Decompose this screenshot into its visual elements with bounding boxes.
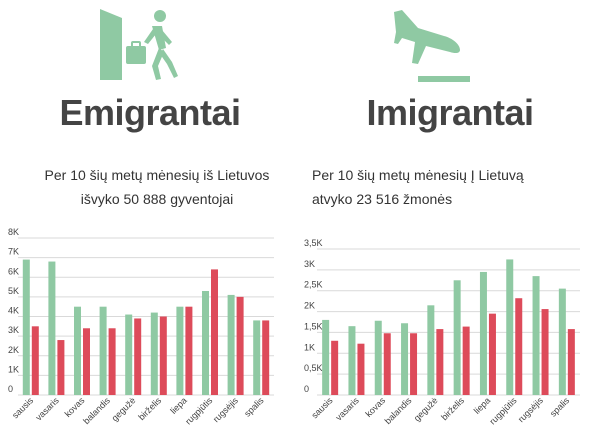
bar-series-2 xyxy=(57,340,65,395)
emigrants-panel: Emigrantai Per 10 šių metų mėnesių iš Li… xyxy=(8,9,292,426)
bar-series-1 xyxy=(176,306,184,395)
bar-series-1 xyxy=(125,314,133,395)
emigrants-title: Emigrantai xyxy=(59,92,241,133)
y-tick-label: 6K xyxy=(8,266,19,276)
bar-series-2 xyxy=(83,328,90,395)
bar-series-2 xyxy=(515,298,523,395)
x-tick-label: birželis xyxy=(439,395,466,422)
x-tick-label: rugsėjis xyxy=(516,395,545,424)
y-tick-label: 3K xyxy=(304,259,315,269)
bar-series-2 xyxy=(488,313,496,395)
bar-series-1 xyxy=(374,320,382,395)
x-tick-label: vasaris xyxy=(334,395,362,423)
bar-series-2 xyxy=(211,269,218,395)
bar-series-1 xyxy=(150,312,158,395)
bar-series-1 xyxy=(48,261,56,395)
immigrants-subtitle-line1: Per 10 šių metų mėnesių Į Lietuvą xyxy=(312,167,524,183)
bar-series-1 xyxy=(74,306,81,395)
immigrants-subtitle: Per 10 šių metų mėnesių Į Lietuvą atvyko… xyxy=(312,163,592,211)
bar-series-1 xyxy=(227,294,235,395)
bar-series-2 xyxy=(357,343,365,395)
x-tick-label: rugpjūtis xyxy=(183,395,214,426)
x-tick-label: liepa xyxy=(168,395,189,416)
immigrants-title: Imigrantai xyxy=(366,92,534,133)
y-tick-label: 0,5K xyxy=(304,363,323,373)
bar-series-2 xyxy=(108,328,116,395)
emigrants-subtitle-line1: Per 10 šių metų mėnesių iš Lietuvos xyxy=(44,167,270,183)
y-tick-label: 1K xyxy=(8,364,19,374)
x-tick-label: spalis xyxy=(548,395,572,419)
x-tick-label: sausis xyxy=(10,395,35,420)
x-tick-label: spalis xyxy=(242,395,266,419)
bar-series-2 xyxy=(462,326,470,395)
y-tick-label: 3K xyxy=(8,325,19,335)
x-tick-label: rugsėjis xyxy=(211,395,240,424)
bar-series-2 xyxy=(541,309,549,395)
y-tick-label: 5K xyxy=(8,286,19,296)
bar-series-2 xyxy=(262,320,270,395)
y-tick-label: 2K xyxy=(8,345,19,355)
bar-series-2 xyxy=(436,329,444,395)
x-tick-label: birželis xyxy=(136,395,163,422)
bar-series-1 xyxy=(558,288,566,395)
y-tick-label: 8K xyxy=(8,228,19,237)
immigrants-bar-chart: 0 0,5K 1K 1,5K 2K 2,5K 3K 3,5K sausis vasaris kova… xyxy=(304,238,580,426)
bar-series-2 xyxy=(31,326,39,395)
bar-series-2 xyxy=(159,316,167,395)
person-leaving-door-icon xyxy=(100,9,178,80)
bar-series-2 xyxy=(236,296,244,395)
bar-series-1 xyxy=(322,319,330,395)
x-tick-label: liepa xyxy=(472,395,493,416)
bar-series-1 xyxy=(453,280,461,395)
bar-series-2 xyxy=(331,340,339,395)
bar-series-2 xyxy=(410,333,418,395)
y-tick-label: 0 xyxy=(8,384,13,394)
y-tick-label: 2K xyxy=(304,301,315,311)
x-tick-label: rugpjūtis xyxy=(488,395,519,426)
y-tick-label: 2,5K xyxy=(304,280,323,290)
x-tick-label: kovas xyxy=(63,395,87,419)
bar-series-1 xyxy=(99,306,107,395)
x-tick-label: vasaris xyxy=(34,395,62,423)
bar-series-1 xyxy=(479,271,487,395)
x-tick-label: balandis xyxy=(81,395,112,426)
x-tick-label: sausis xyxy=(309,395,334,420)
bar-series-1 xyxy=(348,326,356,395)
bar-series-2 xyxy=(185,306,193,395)
x-tick-label: kovas xyxy=(363,395,387,419)
x-tick-label: balandis xyxy=(383,395,414,426)
x-tick-label: gegužė xyxy=(110,395,138,423)
emigrants-subtitle: Per 10 šių metų mėnesių iš Lietuvos išvy… xyxy=(22,163,292,211)
y-tick-label: 0 xyxy=(304,384,309,394)
immigrants-panel: Imigrantai Per 10 šių metų mėnesių Į Lie… xyxy=(300,0,600,436)
y-tick-label: 4K xyxy=(8,306,19,316)
bar-series-1 xyxy=(532,276,540,395)
bar-series-1 xyxy=(506,259,514,395)
y-tick-label: 7K xyxy=(8,247,19,257)
immigrants-subtitle-line2: atvyko 23 516 žmonės xyxy=(312,191,453,207)
bar-series-1 xyxy=(427,305,435,395)
y-tick-label: 3,5K xyxy=(304,238,323,248)
bar-series-1 xyxy=(253,320,261,395)
bar-series-2 xyxy=(383,333,391,395)
airplane-landing-icon xyxy=(394,10,470,82)
bar-series-2 xyxy=(567,329,575,395)
bar-series-2 xyxy=(134,318,142,395)
y-tick-label: 1,5K xyxy=(304,321,323,331)
bar-series-1 xyxy=(22,259,30,395)
y-tick-label: 1K xyxy=(304,342,315,352)
bar-series-1 xyxy=(401,323,409,395)
bar-series-1 xyxy=(202,290,209,395)
emigrants-subtitle-line2: išvyko 50 888 gyventojai xyxy=(80,191,234,207)
x-tick-label: gegužė xyxy=(412,395,440,423)
